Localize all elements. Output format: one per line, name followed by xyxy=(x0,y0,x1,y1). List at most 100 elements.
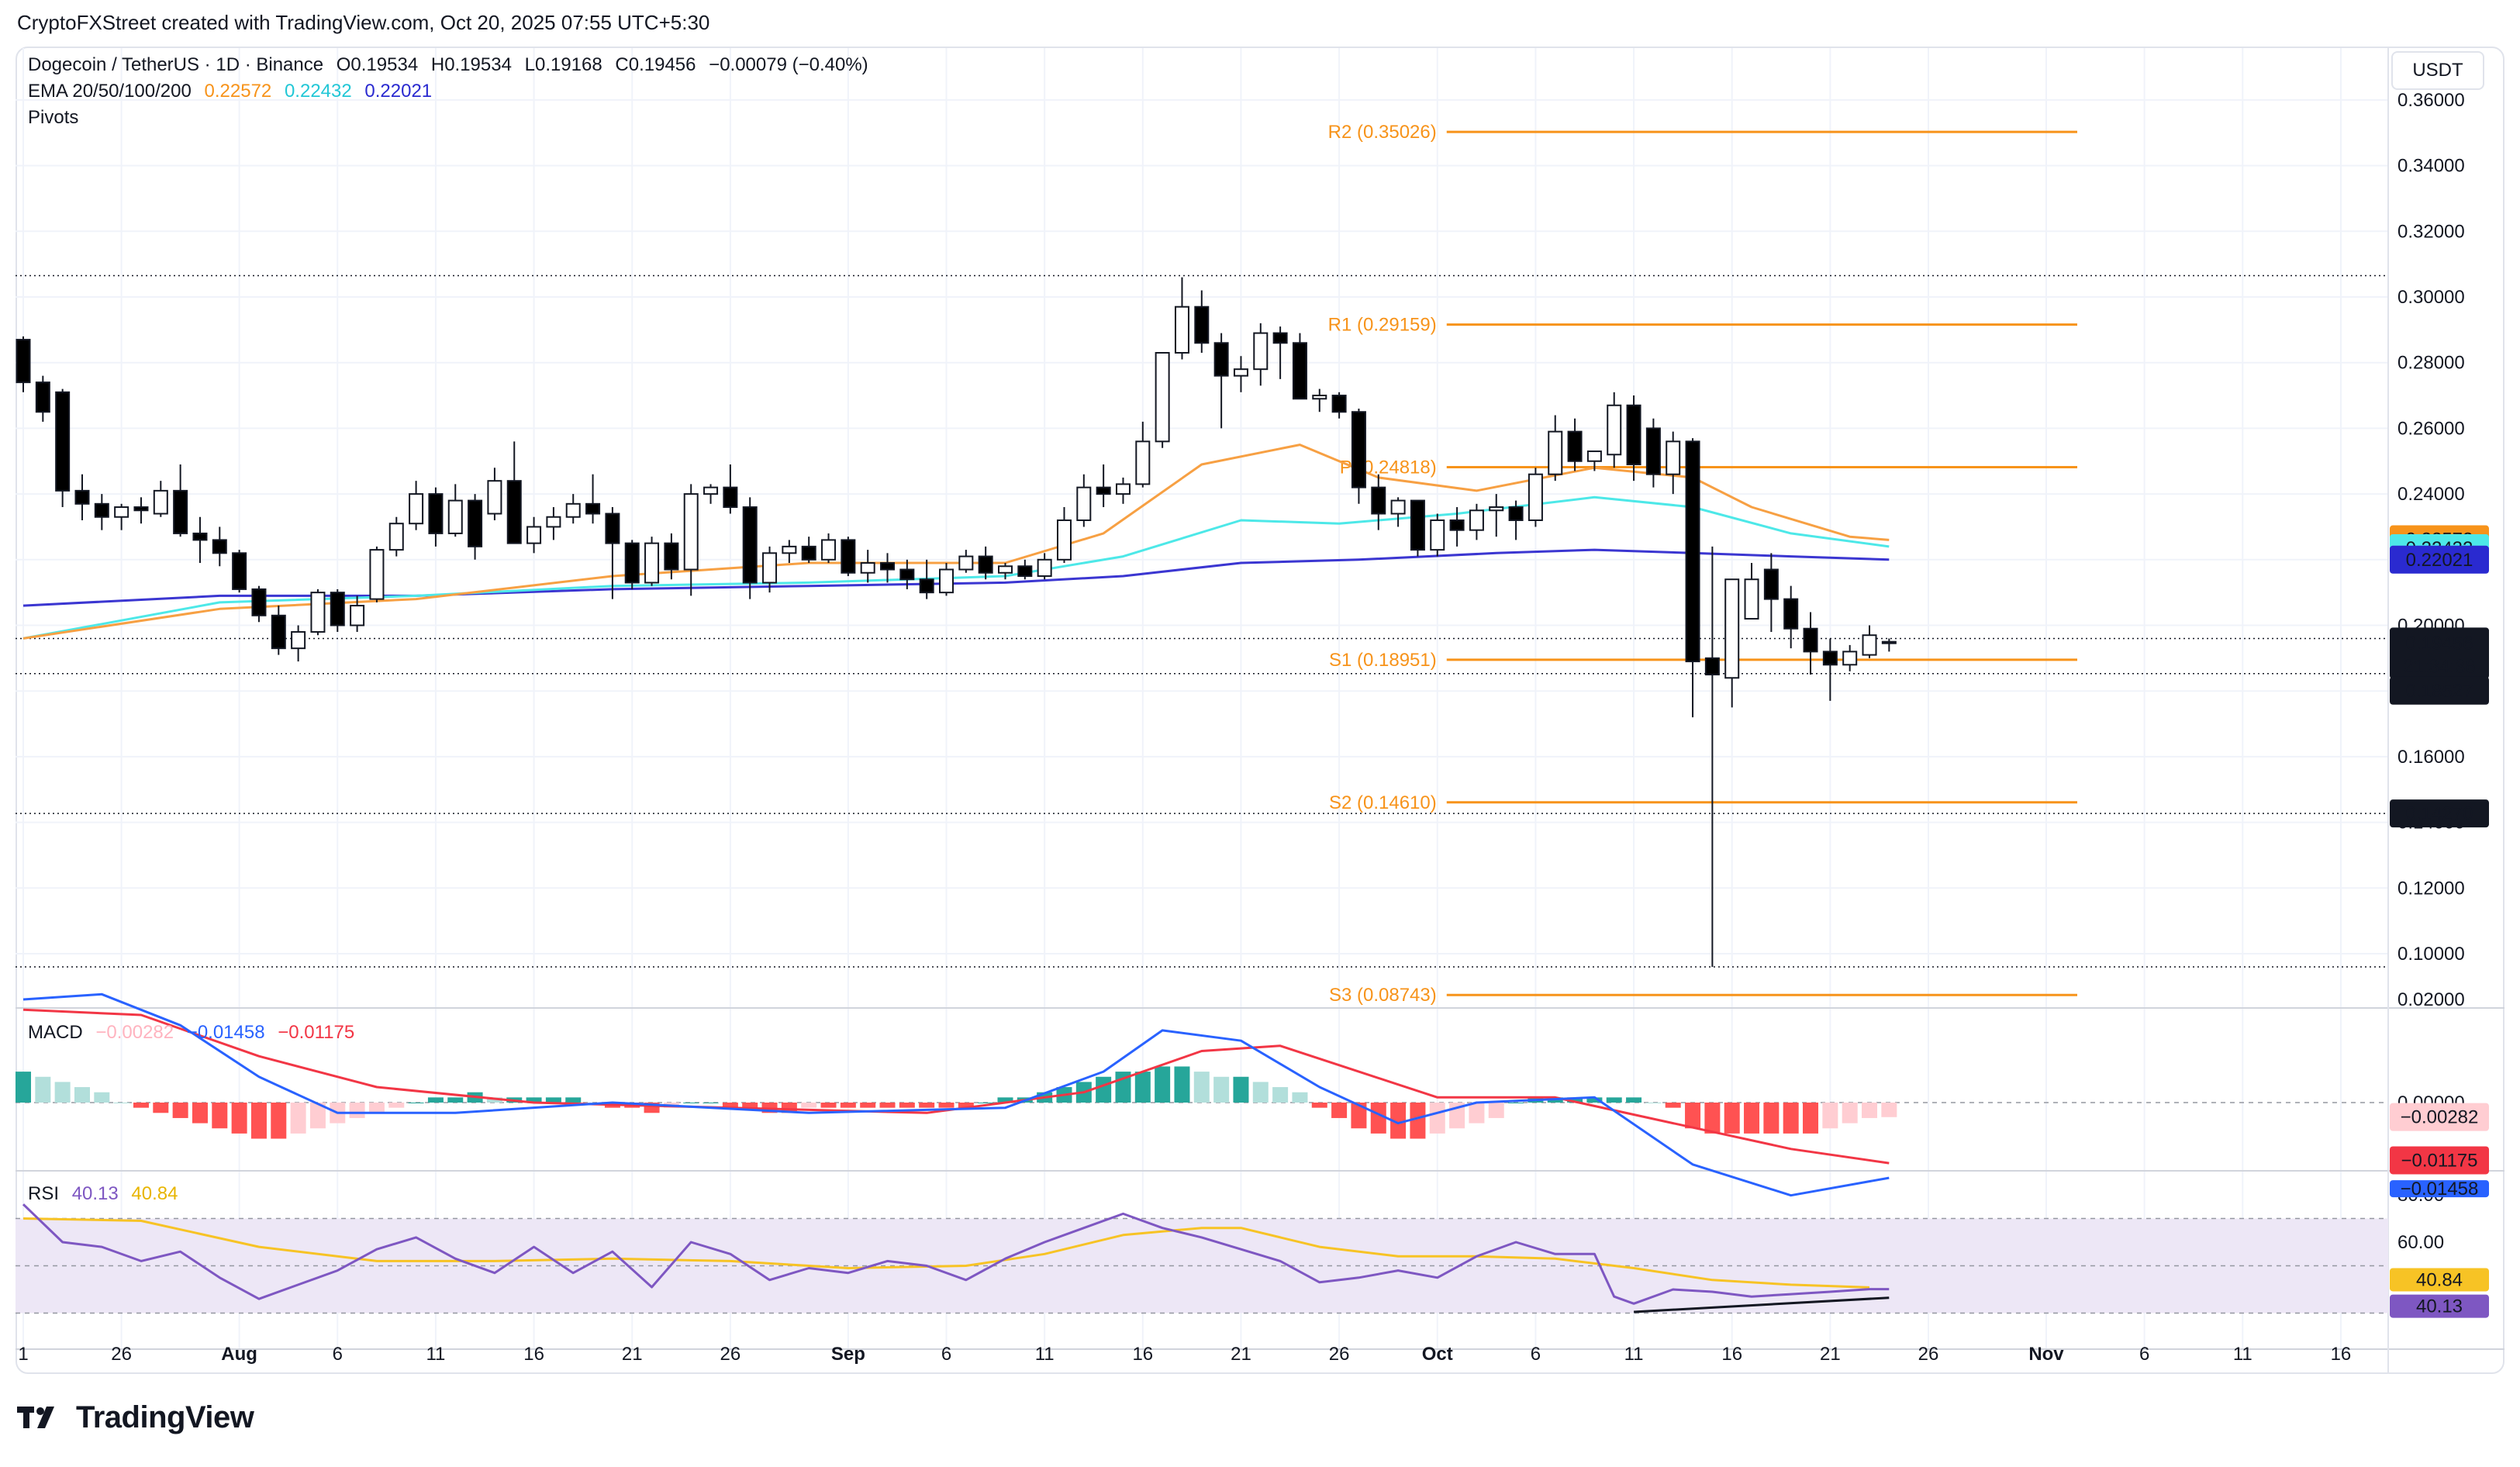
macd-legend[interactable]: MACD −0.00282 −0.01458 −0.01175 xyxy=(28,1022,362,1044)
candle-up xyxy=(1253,332,1269,371)
macd-histogram-bar xyxy=(250,1103,267,1139)
candle-up xyxy=(291,630,306,650)
symbol-title[interactable]: Dogecoin / TetherUS · 1D · Binance xyxy=(28,54,324,75)
time-tick-label: 6 xyxy=(2139,1344,2149,1365)
time-tick-label: 16 xyxy=(1721,1344,1742,1365)
candle-up xyxy=(1548,430,1563,475)
badge-macd-signal: −0.01175 xyxy=(2401,1150,2478,1171)
candle-down xyxy=(271,614,286,650)
candle-down xyxy=(1626,404,1641,465)
badge-macd-hist: −0.00282 xyxy=(2401,1107,2479,1128)
candle-up xyxy=(1528,473,1543,521)
candle-down xyxy=(1704,657,1720,676)
candle-up xyxy=(153,489,168,515)
pivots-legend[interactable]: Pivots xyxy=(28,107,86,129)
candle-down xyxy=(1685,440,1700,663)
candle-down xyxy=(1331,395,1347,413)
price-tick-label: 0.16000 xyxy=(2397,747,2465,768)
macd-label[interactable]: MACD xyxy=(28,1022,83,1043)
candle-up xyxy=(1076,486,1092,521)
macd-histogram-bar xyxy=(192,1103,208,1124)
rsi-value: 40.13 xyxy=(71,1183,119,1204)
macd-histogram-bar xyxy=(1174,1066,1190,1103)
candle-up xyxy=(1155,351,1170,443)
candle-up xyxy=(1135,440,1151,485)
pivots-label[interactable]: Pivots xyxy=(28,107,79,128)
macd-line xyxy=(22,992,1890,1197)
candle-down xyxy=(585,502,601,515)
ohlc-high: H0.19534 xyxy=(430,54,512,75)
macd-histogram-bar xyxy=(1763,1103,1780,1134)
candle-up xyxy=(369,549,385,600)
macd-histogram-bar xyxy=(349,1103,365,1118)
candle-up xyxy=(1056,519,1072,561)
ohlc-open: O0.19534 xyxy=(336,54,419,75)
candle-down xyxy=(919,578,934,594)
macd-histogram-bar xyxy=(840,1103,856,1108)
ema-label[interactable]: EMA 20/50/100/200 xyxy=(28,81,192,102)
time-tick-label: 16 xyxy=(1132,1344,1153,1365)
tradingview-logo[interactable]: TradingView xyxy=(17,1400,254,1434)
chart-frame[interactable] xyxy=(16,47,2504,1374)
price-tick-label: 0.12000 xyxy=(2397,878,2465,899)
symbol-legend[interactable]: Dogecoin / TetherUS · 1D · Binance O0.19… xyxy=(28,54,876,76)
macd-histogram-bar xyxy=(820,1103,837,1108)
ema-lines xyxy=(22,444,1890,640)
candle-down xyxy=(1567,430,1583,462)
badge-ema100-bg xyxy=(2390,545,2489,574)
candle-down xyxy=(880,562,896,571)
time-tick-label: Nov xyxy=(2028,1344,2064,1365)
candle-up xyxy=(821,539,837,561)
macd-histogram-bar xyxy=(1272,1087,1289,1103)
rsi-line xyxy=(22,1203,1890,1305)
rsi-label[interactable]: RSI xyxy=(28,1183,60,1204)
time-tick-label: 11 xyxy=(426,1344,445,1365)
macd-histogram-bar xyxy=(1744,1103,1760,1134)
macd-histogram-bar xyxy=(1665,1103,1681,1108)
candle-down xyxy=(1822,651,1838,666)
pivot-label-s2: S2 (0.14610) xyxy=(1329,792,1437,813)
macd-histogram-bar xyxy=(1783,1103,1799,1134)
candle-down xyxy=(1194,305,1210,344)
candle-up xyxy=(546,516,561,528)
candle-down xyxy=(1272,332,1288,344)
badge-macd-signal-bg xyxy=(2390,1146,2489,1175)
candle-up xyxy=(1115,483,1131,495)
badge-low-level-bg xyxy=(2390,676,2489,705)
badge-countdown: 21:34:36 xyxy=(2403,656,2475,677)
candle-up xyxy=(683,493,699,571)
ema50-line xyxy=(22,495,1890,640)
candle-down xyxy=(468,499,483,547)
candle-up xyxy=(350,605,365,626)
currency-unit-button[interactable]: USDT xyxy=(2391,51,2484,90)
time-tick-label: 11 xyxy=(1624,1344,1644,1365)
candle-up xyxy=(939,568,954,594)
ema20-value: 0.22572 xyxy=(204,81,272,102)
macd-histogram-bar xyxy=(1233,1076,1249,1103)
macd-histogram-bar xyxy=(231,1103,247,1134)
time-tick-label: 21 xyxy=(1820,1344,1841,1365)
candle-down xyxy=(55,391,71,492)
macd-histogram-bar xyxy=(1213,1076,1230,1103)
macd-histogram-bar xyxy=(958,1103,974,1108)
rsi-legend[interactable]: RSI 40.13 40.84 xyxy=(28,1183,185,1205)
candle-up xyxy=(310,592,326,633)
candle-down xyxy=(1508,506,1524,521)
candle-down xyxy=(1783,598,1799,630)
price-tick-label: 0.24000 xyxy=(2397,484,2465,505)
grid xyxy=(16,48,2504,1372)
pivot-label-r1: R1 (0.29159) xyxy=(1328,315,1437,336)
macd-histogram-bar xyxy=(997,1097,1013,1103)
macd-histogram-bar xyxy=(212,1103,228,1129)
candle-up xyxy=(1469,509,1484,531)
ema-legend[interactable]: EMA 20/50/100/200 0.22572 0.22432 0.2202… xyxy=(28,81,440,102)
candle-down xyxy=(232,552,247,590)
badge-macd-line: −0.01458 xyxy=(2401,1179,2479,1199)
ohlc-close: C0.19456 xyxy=(615,54,696,75)
candle-down xyxy=(1410,499,1425,551)
macd-histogram-bar xyxy=(1155,1066,1171,1103)
macd-histogram-bar xyxy=(1193,1072,1210,1103)
candle-down xyxy=(742,506,758,584)
candle-down xyxy=(1645,427,1661,475)
